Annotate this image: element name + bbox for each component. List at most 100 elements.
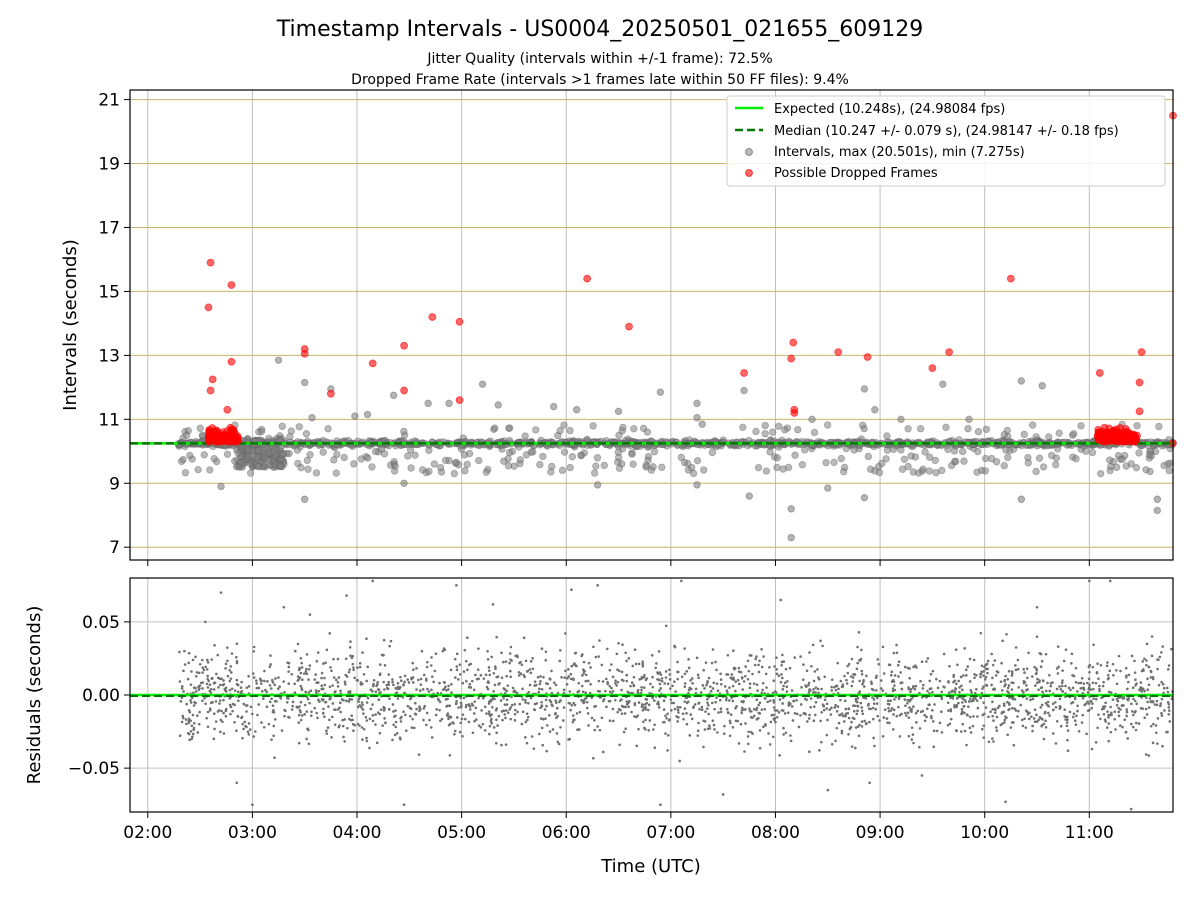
residual-point [1033, 665, 1036, 669]
residual-point [620, 678, 624, 682]
residual-point [545, 682, 548, 685]
residual-point [381, 724, 384, 727]
residual-point [640, 677, 643, 680]
residual-point [621, 643, 624, 647]
residual-point [516, 655, 519, 659]
residual-point [362, 712, 365, 715]
interval-point [1106, 466, 1114, 475]
residual-point [812, 688, 815, 691]
residual-point [967, 700, 971, 703]
residual-point [751, 716, 754, 720]
residual-point [998, 704, 1001, 708]
residual-point [697, 702, 700, 705]
residual-point [344, 657, 348, 661]
residual-point [467, 685, 471, 689]
dropped-frame-point [207, 431, 215, 440]
residual-point [201, 666, 205, 669]
residual-point [689, 679, 692, 682]
residual-point [653, 699, 656, 702]
residual-point [610, 686, 613, 690]
residual-point [531, 657, 534, 660]
residual-point [525, 712, 529, 715]
residual-point [895, 714, 899, 718]
residual-point [422, 707, 426, 710]
residual-point [241, 722, 244, 726]
residual-point [358, 662, 362, 665]
residual-point [349, 640, 352, 643]
residual-point [821, 703, 825, 706]
residual-point [1154, 724, 1158, 727]
dropped-frame-point-9 [326, 389, 335, 398]
residual-point [659, 673, 663, 676]
residual-point [774, 720, 777, 724]
residual-point [445, 705, 448, 708]
interval-point [254, 446, 262, 455]
residual-point [538, 682, 542, 686]
residual-point [782, 660, 786, 663]
interval-outlier-point-10 [494, 401, 502, 409]
residual-point [469, 708, 472, 711]
residual-point [399, 679, 403, 683]
residual-point [808, 750, 811, 754]
residual-point [1030, 675, 1034, 678]
lower-y-tick-label-1: 0.00 [82, 686, 120, 706]
residual-point [243, 720, 247, 724]
residual-point [288, 716, 291, 719]
residual-point [875, 702, 879, 705]
residual-point [747, 669, 751, 673]
residual-point [889, 709, 893, 712]
residual-point [215, 672, 218, 676]
residual-point [662, 699, 666, 703]
residual-point [1052, 708, 1055, 712]
residual-point [224, 667, 227, 670]
residual-point [909, 709, 912, 712]
residual-point [1048, 714, 1051, 717]
residual-point [676, 708, 680, 712]
interval-point [810, 428, 819, 437]
residual-point [213, 644, 216, 647]
residual-point [677, 711, 680, 714]
residual-point [369, 688, 373, 692]
residual-point [267, 722, 271, 726]
residual-point [835, 726, 839, 730]
interval-point [773, 463, 781, 472]
residual-point [493, 683, 497, 687]
residual-point [236, 715, 240, 718]
residual-point [658, 678, 661, 682]
interval-point [950, 447, 959, 455]
interval-point [404, 452, 412, 460]
interval-point [430, 460, 439, 468]
residual-point [548, 698, 552, 702]
residual-point [520, 722, 524, 726]
interval-point [210, 455, 218, 463]
residual-point [764, 724, 767, 727]
interval-point [937, 466, 946, 475]
residual-point [1139, 681, 1143, 684]
residual-point [1145, 663, 1148, 667]
residual-point [685, 670, 689, 673]
residual-point [1006, 689, 1009, 693]
residual-point [812, 691, 815, 694]
residual-point [704, 710, 707, 713]
residual-point [382, 638, 386, 642]
dropped-frame-point [229, 430, 237, 439]
residual-outlier-point-5 [251, 803, 254, 806]
residual-point [510, 695, 513, 699]
residual-point [1035, 669, 1039, 672]
residual-point [812, 719, 816, 723]
residual-point [731, 699, 735, 703]
residual-point [668, 673, 672, 676]
residual-point [305, 653, 309, 656]
residual-point [687, 658, 690, 661]
residual-point [620, 670, 624, 674]
residual-point [968, 680, 972, 683]
residual-point [301, 678, 304, 682]
interval-point [1052, 461, 1060, 469]
residual-point [1097, 677, 1100, 680]
residual-point [533, 680, 537, 683]
residual-point [534, 683, 538, 687]
residual-point [1139, 686, 1143, 689]
residual-point [218, 702, 221, 705]
residual-point [698, 707, 701, 711]
residual-point [1058, 697, 1062, 701]
